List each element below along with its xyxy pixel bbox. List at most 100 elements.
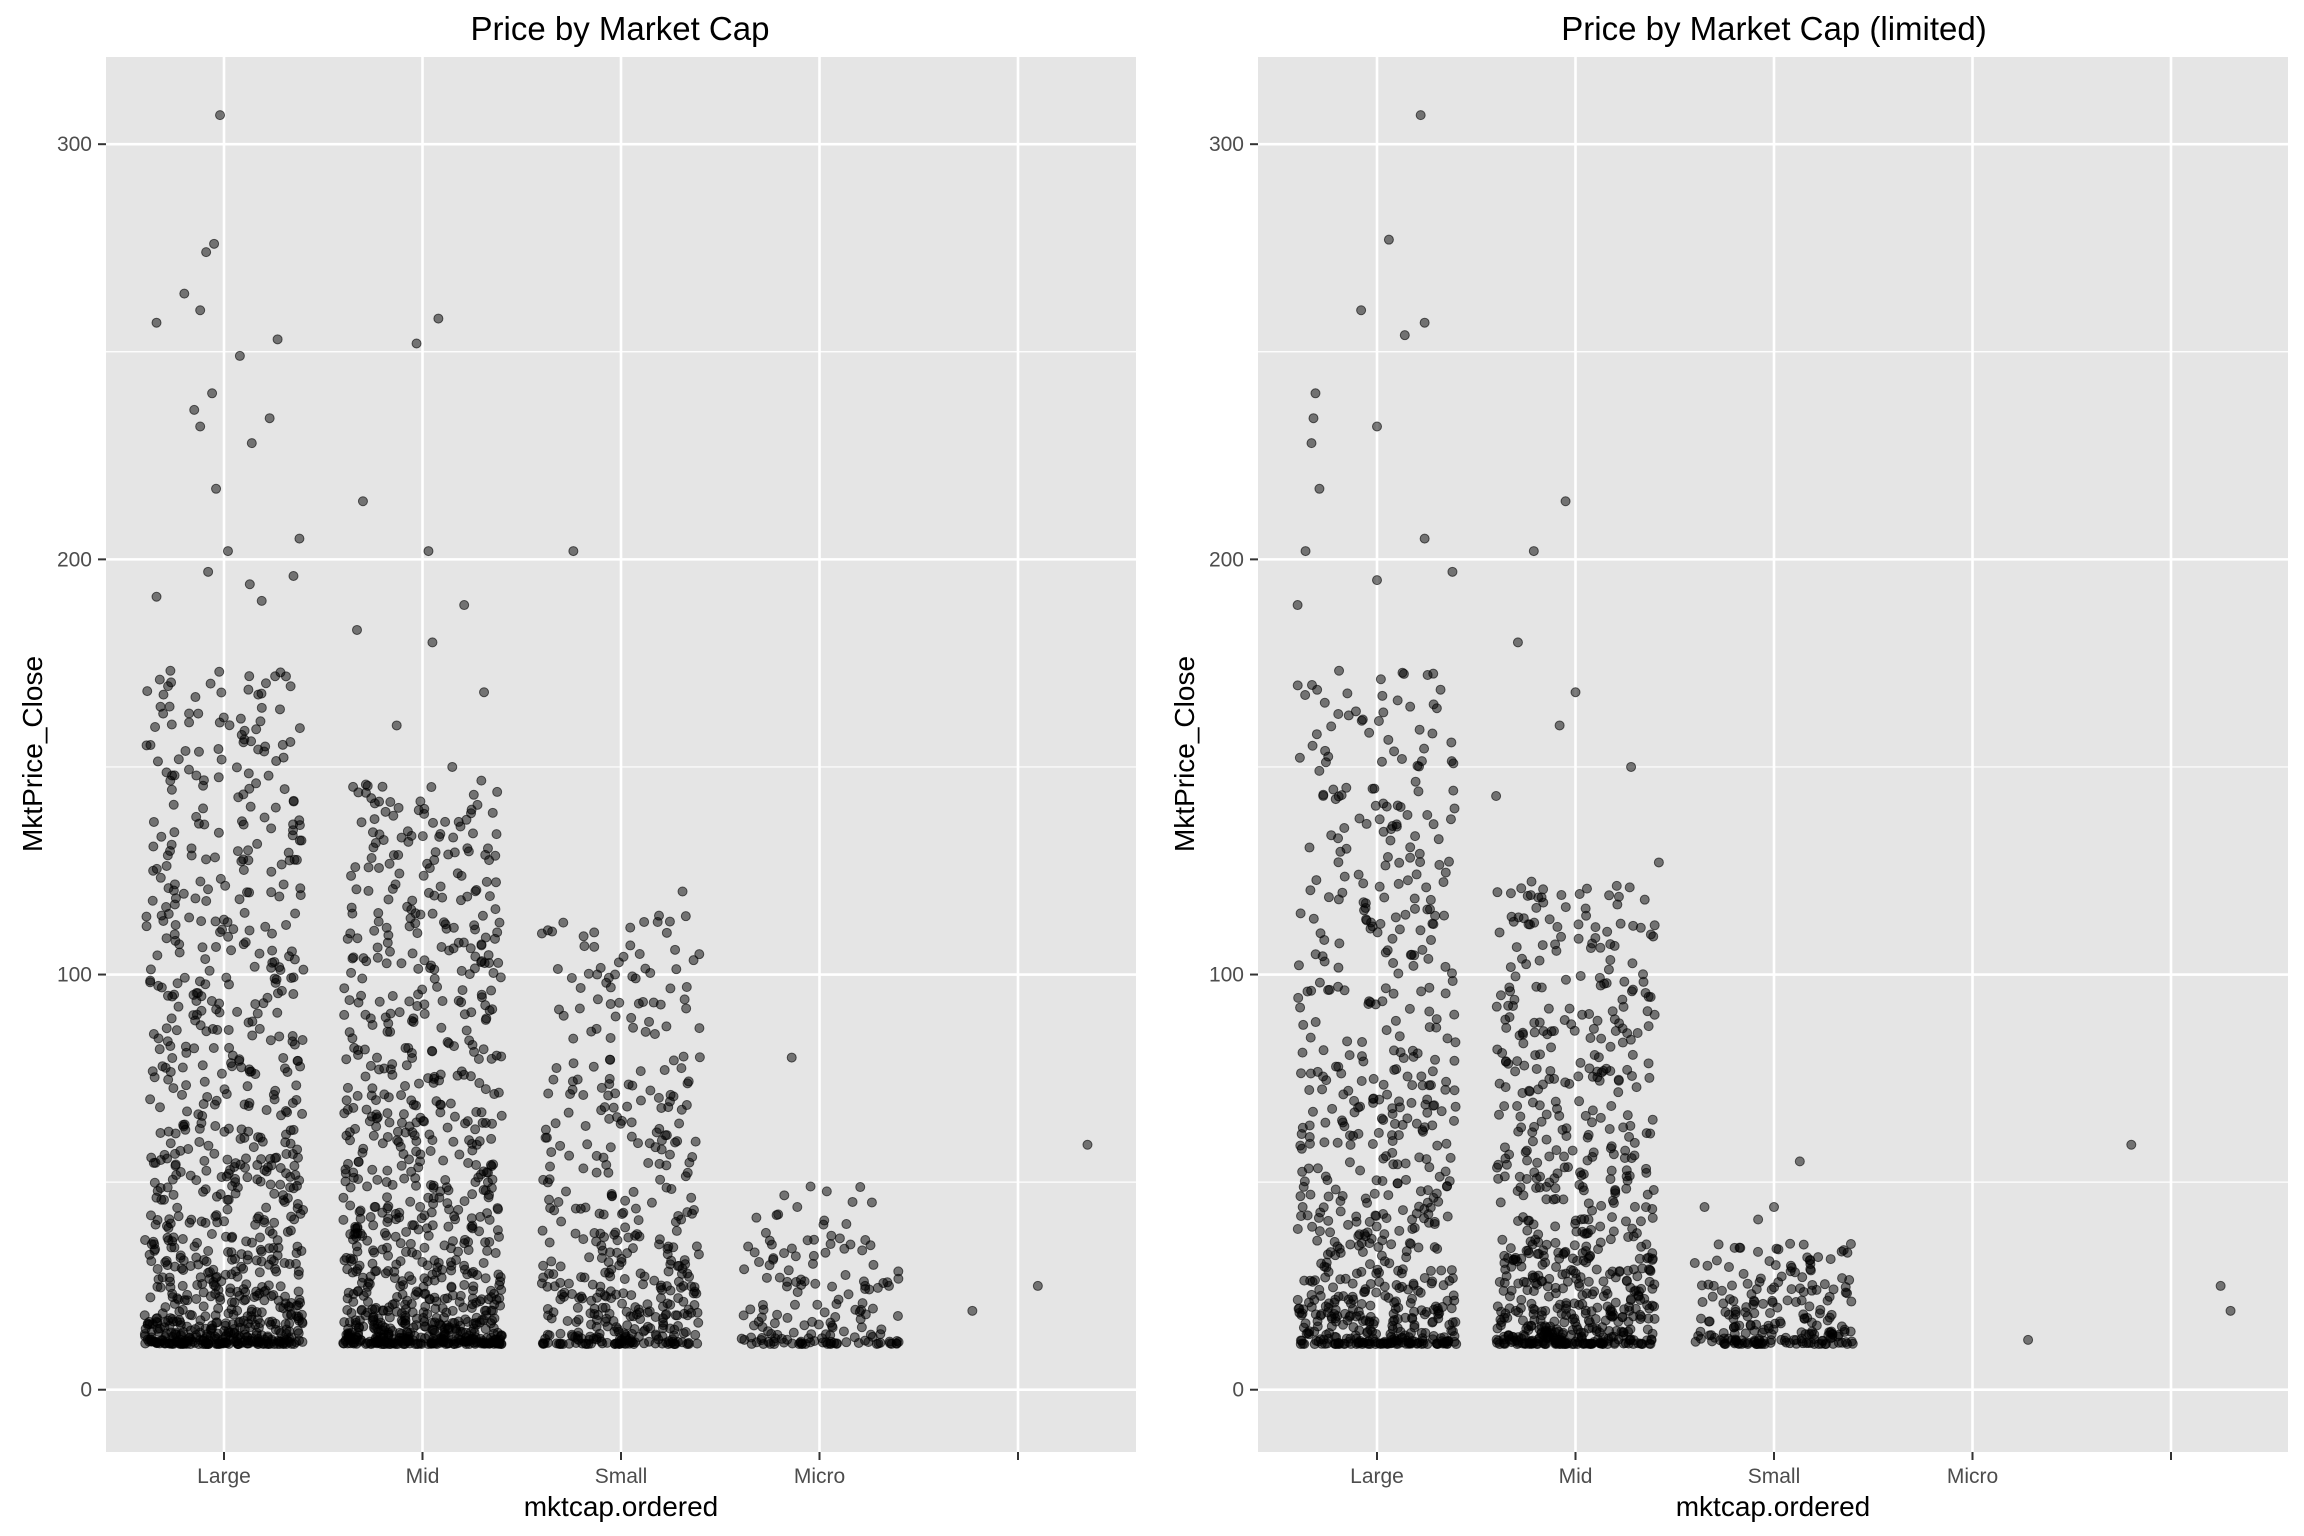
- data-point: [1436, 1106, 1447, 1117]
- data-point: [1372, 575, 1382, 586]
- data-point: [141, 911, 152, 922]
- data-point: [395, 1238, 406, 1249]
- data-point: [161, 767, 172, 778]
- data-point: [471, 1159, 482, 1170]
- data-point: [681, 1003, 692, 1014]
- y-axis-title: MktPrice_Close: [1169, 656, 1200, 852]
- data-point: [195, 421, 206, 432]
- data-point: [400, 1042, 411, 1053]
- data-point: [296, 835, 307, 846]
- data-point: [1333, 857, 1344, 868]
- data-point: [1313, 1212, 1324, 1223]
- data-point: [1527, 1097, 1538, 1108]
- data-point: [579, 941, 590, 952]
- data-point: [215, 927, 226, 938]
- data-point: [662, 1298, 673, 1309]
- data-point: [562, 1315, 573, 1326]
- data-point: [1432, 1338, 1443, 1349]
- data-point: [754, 1257, 765, 1268]
- data-point: [274, 962, 285, 973]
- data-point: [1388, 1045, 1399, 1056]
- data-point: [393, 802, 404, 813]
- data-point: [204, 965, 215, 976]
- data-point: [158, 689, 169, 700]
- data-point: [404, 921, 415, 932]
- data-point: [493, 1204, 504, 1215]
- data-point: [790, 1251, 801, 1262]
- data-point: [384, 1312, 395, 1323]
- data-point: [1318, 1071, 1329, 1082]
- data-point: [1569, 1240, 1580, 1251]
- data-point: [1442, 1181, 1453, 1192]
- data-point: [210, 1288, 221, 1299]
- data-point: [1371, 1287, 1382, 1298]
- data-point: [826, 1320, 837, 1331]
- data-point: [1428, 819, 1439, 830]
- data-point: [769, 1318, 780, 1329]
- data-point: [1745, 1319, 1756, 1330]
- data-point: [142, 686, 153, 697]
- data-point: [1380, 860, 1391, 871]
- data-point: [235, 1316, 246, 1327]
- data-point: [222, 1194, 233, 1205]
- data-point: [672, 1310, 683, 1321]
- data-point: [1576, 1331, 1587, 1342]
- data-point: [1715, 1335, 1726, 1346]
- data-point: [1500, 1014, 1511, 1025]
- data-point: [679, 1255, 690, 1266]
- data-point: [867, 1303, 878, 1314]
- data-point: [1531, 1182, 1542, 1193]
- data-point: [246, 1237, 257, 1248]
- data-point: [372, 952, 383, 963]
- data-point: [692, 1338, 703, 1349]
- data-point: [1828, 1284, 1839, 1295]
- data-point: [1513, 1278, 1524, 1289]
- data-point: [1525, 890, 1536, 901]
- data-point: [1512, 1101, 1523, 1112]
- data-point: [496, 1051, 507, 1062]
- data-point: [395, 1281, 406, 1292]
- y-tick-label: 200: [1209, 548, 1244, 571]
- data-point: [1372, 421, 1382, 432]
- data-point: [1405, 701, 1416, 712]
- data-point: [1361, 818, 1372, 829]
- data-point: [178, 1337, 189, 1348]
- data-point: [1434, 859, 1445, 870]
- data-point: [1386, 1130, 1397, 1141]
- data-point: [1334, 665, 1345, 676]
- data-point: [1556, 890, 1567, 901]
- data-point: [605, 999, 616, 1010]
- data-point: [1537, 940, 1548, 951]
- data-point: [216, 754, 227, 765]
- data-point: [352, 1045, 363, 1056]
- data-point: [646, 1197, 657, 1208]
- data-point: [350, 862, 361, 873]
- data-point: [1445, 814, 1456, 825]
- data-point: [1320, 1301, 1331, 1312]
- data-point: [1524, 1086, 1535, 1097]
- data-point: [428, 1077, 439, 1088]
- data-point: [243, 855, 254, 866]
- data-point: [654, 1239, 665, 1250]
- data-point: [1613, 1074, 1624, 1085]
- data-point: [275, 1281, 286, 1292]
- data-point: [1602, 1301, 1613, 1312]
- data-point: [407, 948, 418, 959]
- data-point: [383, 930, 394, 941]
- data-point: [1296, 1335, 1307, 1346]
- data-point: [830, 1312, 841, 1323]
- data-point: [1527, 1136, 1538, 1147]
- data-point: [551, 1063, 562, 1074]
- data-point: [1556, 931, 1567, 942]
- data-point: [893, 1273, 904, 1284]
- data-point: [673, 1210, 684, 1221]
- data-point: [385, 796, 396, 807]
- data-point: [435, 1337, 446, 1348]
- data-point: [203, 1335, 214, 1346]
- data-point: [1323, 1215, 1334, 1226]
- data-point: [1641, 1163, 1652, 1174]
- data-point: [1533, 1084, 1544, 1095]
- data-point: [1569, 1025, 1580, 1036]
- data-point: [1419, 533, 1430, 544]
- data-point: [783, 1265, 794, 1276]
